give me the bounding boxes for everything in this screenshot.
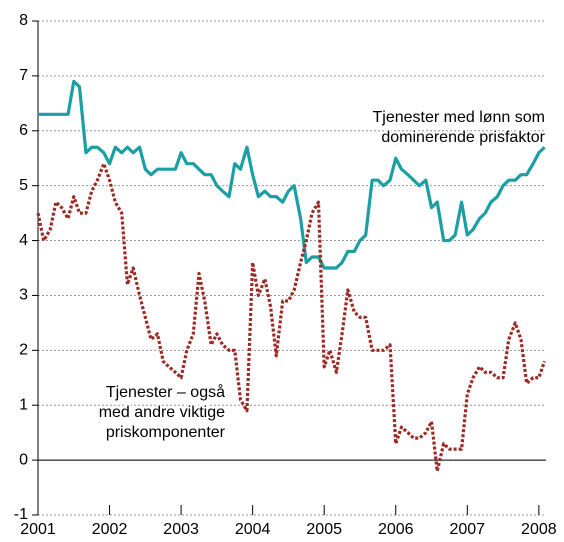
series-line <box>38 79 546 270</box>
y-tick-label: 5 <box>19 177 28 194</box>
x-tick-label: 2003 <box>163 521 199 538</box>
x-tick-label: 2006 <box>378 521 414 538</box>
y-tick-label: -1 <box>14 506 28 523</box>
annotation: dominerende prisfaktor <box>381 129 545 146</box>
x-tick-label: 2001 <box>20 521 56 538</box>
x-tick-label: 2004 <box>235 521 271 538</box>
y-tick-label: 4 <box>19 232 28 249</box>
y-tick-label: 7 <box>19 67 28 84</box>
x-tick-label: 2008 <box>521 521 557 538</box>
series-line <box>36 162 547 473</box>
annotation: priskomponenter <box>106 424 226 441</box>
y-tick-label: 3 <box>19 287 28 304</box>
x-tick-label: 2005 <box>306 521 342 538</box>
x-tick-label: 2002 <box>92 521 128 538</box>
y-tick-label: 6 <box>19 122 28 139</box>
y-tick-label: 1 <box>19 396 28 413</box>
annotation: Tjenester – også <box>106 383 225 401</box>
y-tick-label: 8 <box>19 12 28 29</box>
annotation: Tjenester med lønn som <box>372 109 545 126</box>
y-tick-label: 2 <box>19 342 28 359</box>
annotation: med andre viktige <box>99 404 225 421</box>
x-tick-label: 2007 <box>449 521 485 538</box>
y-tick-label: 0 <box>19 451 28 468</box>
